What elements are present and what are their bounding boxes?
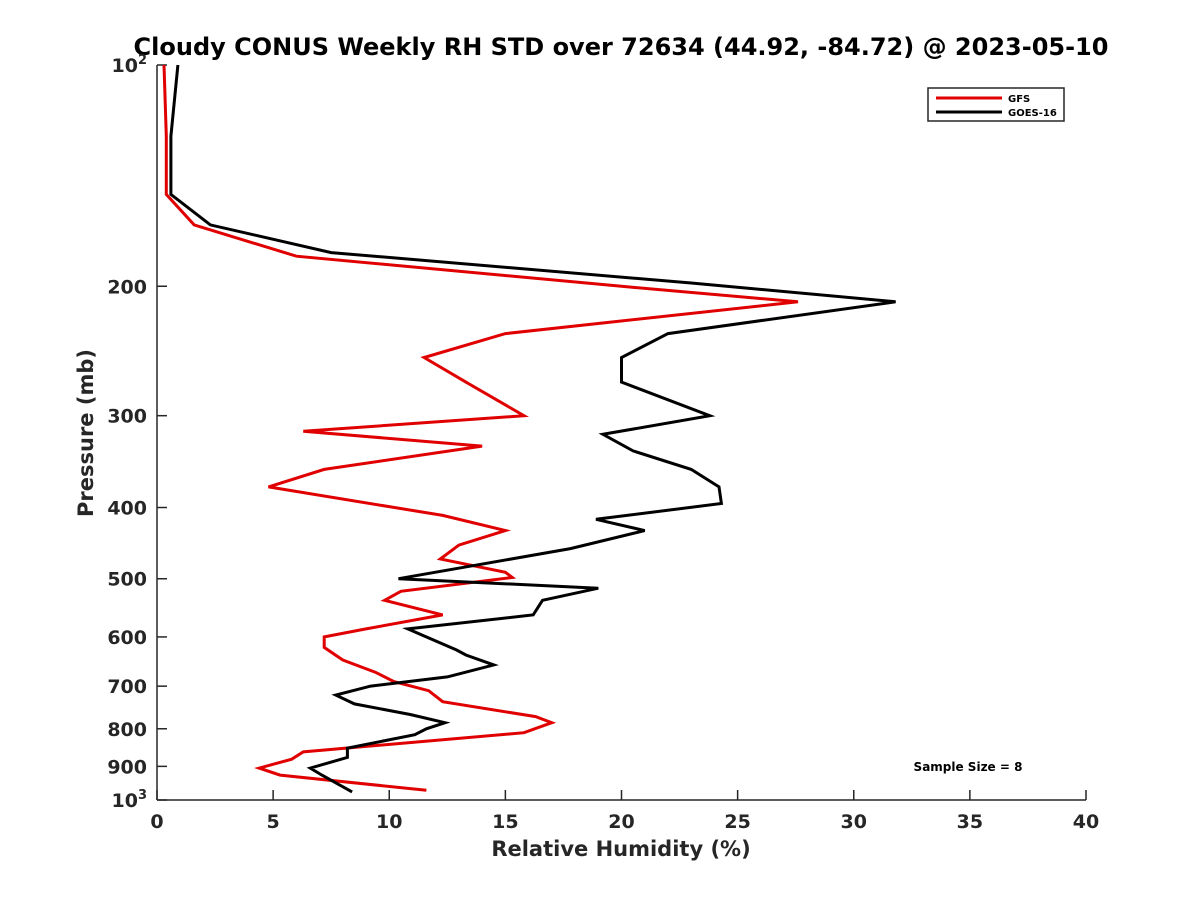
x-tick-label: 15 — [492, 811, 518, 833]
series-line-goes-16 — [169, 64, 896, 794]
x-tick-label: 20 — [608, 811, 634, 833]
legend-box — [927, 87, 1065, 122]
chart-title: Cloudy CONUS Weekly RH STD over 72634 (4… — [134, 33, 1109, 61]
x-tick-label: 25 — [724, 811, 750, 833]
x-tick-label: 5 — [267, 811, 280, 833]
plot-area: 0 5 10 15 20 25 30 35 40 102 200 300 400 500 600 700 800… — [107, 53, 1099, 833]
x-tick-label: 0 — [150, 811, 163, 833]
y-axis-label: Pressure (mb) — [74, 349, 98, 517]
x-tick-label: 35 — [957, 811, 983, 833]
y-tick-label: 102 — [112, 53, 148, 77]
y-tick-label: 500 — [107, 569, 147, 591]
y-tick-label: 600 — [107, 627, 147, 649]
y-tick-label: 700 — [107, 676, 147, 698]
y-tick-label: 200 — [107, 276, 147, 298]
x-tick-label: 30 — [841, 811, 867, 833]
sample-size-note: Sample Size = 8 — [914, 760, 1023, 774]
y-tick-label: 400 — [107, 498, 147, 520]
legend: GFS GOES-16 — [927, 87, 1065, 122]
y-tick-label: 300 — [107, 406, 147, 428]
series-line-gfs — [162, 64, 799, 792]
y-tick-label: 900 — [107, 756, 147, 778]
x-tick-label: 10 — [376, 811, 402, 833]
y-tick-label: 800 — [107, 719, 147, 741]
legend-label: GOES-16 — [1008, 108, 1057, 119]
legend-label: GFS — [1008, 94, 1030, 105]
x-tick-label: 40 — [1073, 811, 1099, 833]
x-axis-label: Relative Humidity (%) — [491, 837, 750, 861]
y-tick-label: 103 — [112, 788, 148, 812]
